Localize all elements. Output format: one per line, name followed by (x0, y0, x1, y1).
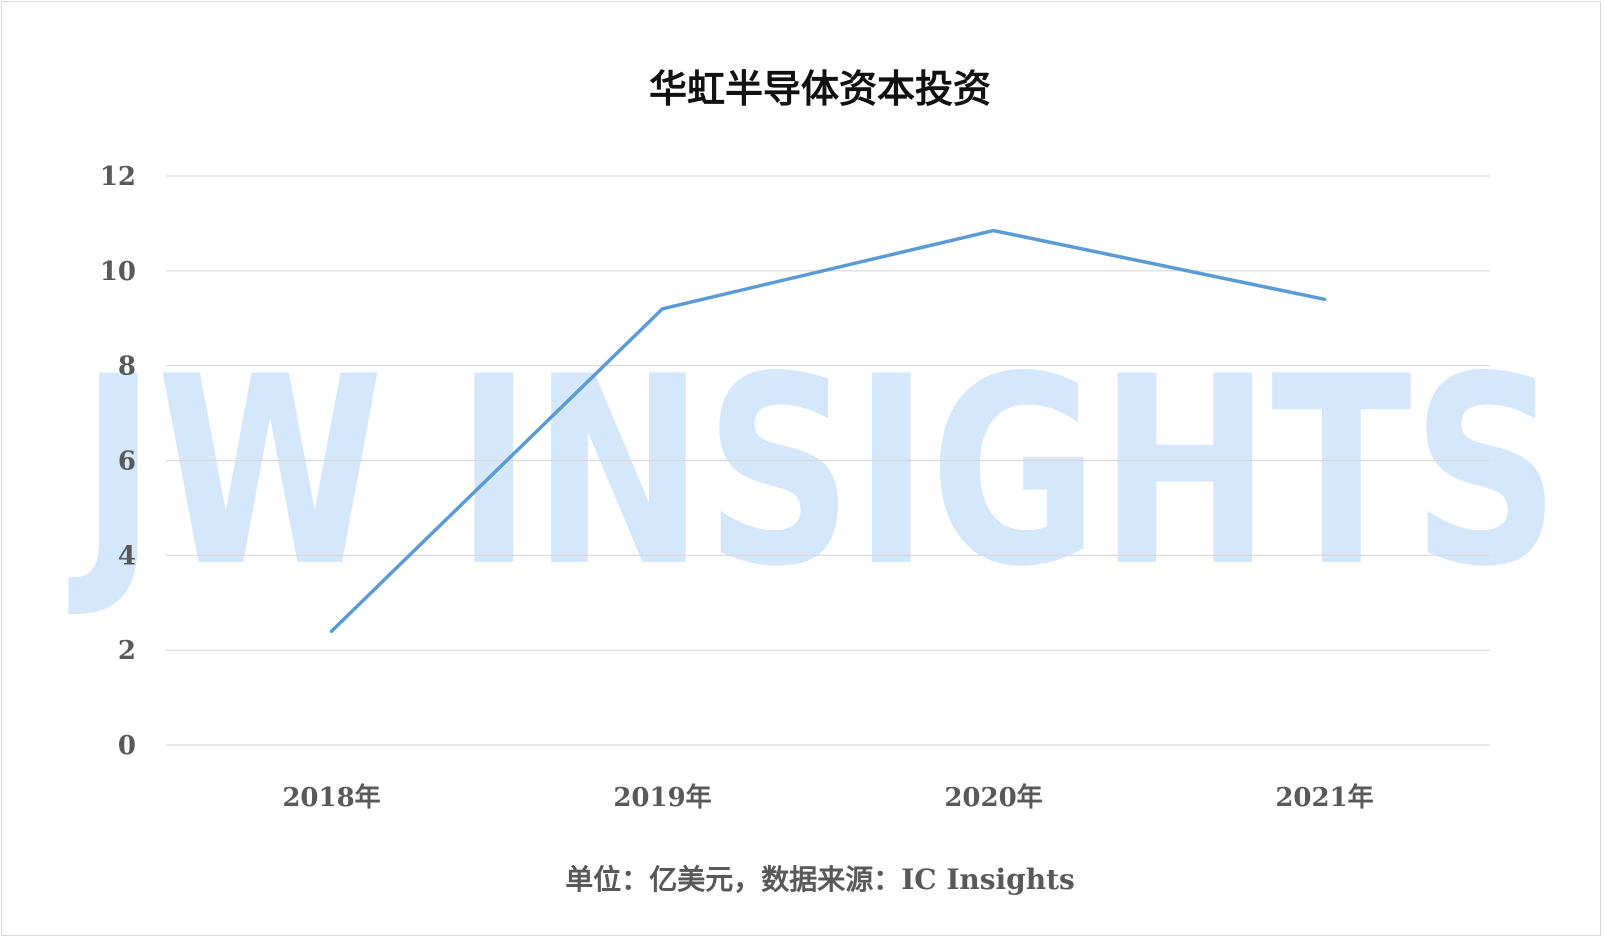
data-point (661, 307, 664, 311)
watermark-text: JW INSIGHTS (67, 322, 1560, 624)
data-point (330, 629, 333, 633)
x-axis-ticks: 2018年 2019年 2020年 2021年 (282, 782, 1373, 813)
gridlines (166, 175, 1490, 746)
chart-title: 华虹半导体资本投资 (649, 66, 991, 111)
watermark: JW INSIGHTS (67, 322, 1560, 624)
y-tick-label: 10 (100, 257, 136, 287)
series-line-0 (329, 228, 1327, 633)
data-point (992, 229, 995, 233)
y-tick-label: 4 (118, 541, 136, 571)
y-tick-label: 8 (118, 352, 136, 382)
x-tick-label: 2021年 (1275, 782, 1373, 813)
chart-footnote: 单位：亿美元，数据来源：IC Insights (565, 863, 1075, 896)
data-point (1323, 297, 1326, 301)
y-tick-label: 0 (118, 731, 136, 761)
y-tick-label: 6 (118, 447, 136, 477)
x-tick-label: 2020年 (944, 782, 1042, 813)
x-tick-label: 2018年 (282, 782, 380, 813)
y-tick-label: 2 (118, 636, 136, 666)
y-tick-label: 12 (100, 162, 136, 192)
y-axis-ticks: 0 2 4 6 8 10 12 (100, 162, 136, 761)
x-tick-label: 2019年 (613, 782, 711, 813)
series-layer (329, 228, 1327, 633)
